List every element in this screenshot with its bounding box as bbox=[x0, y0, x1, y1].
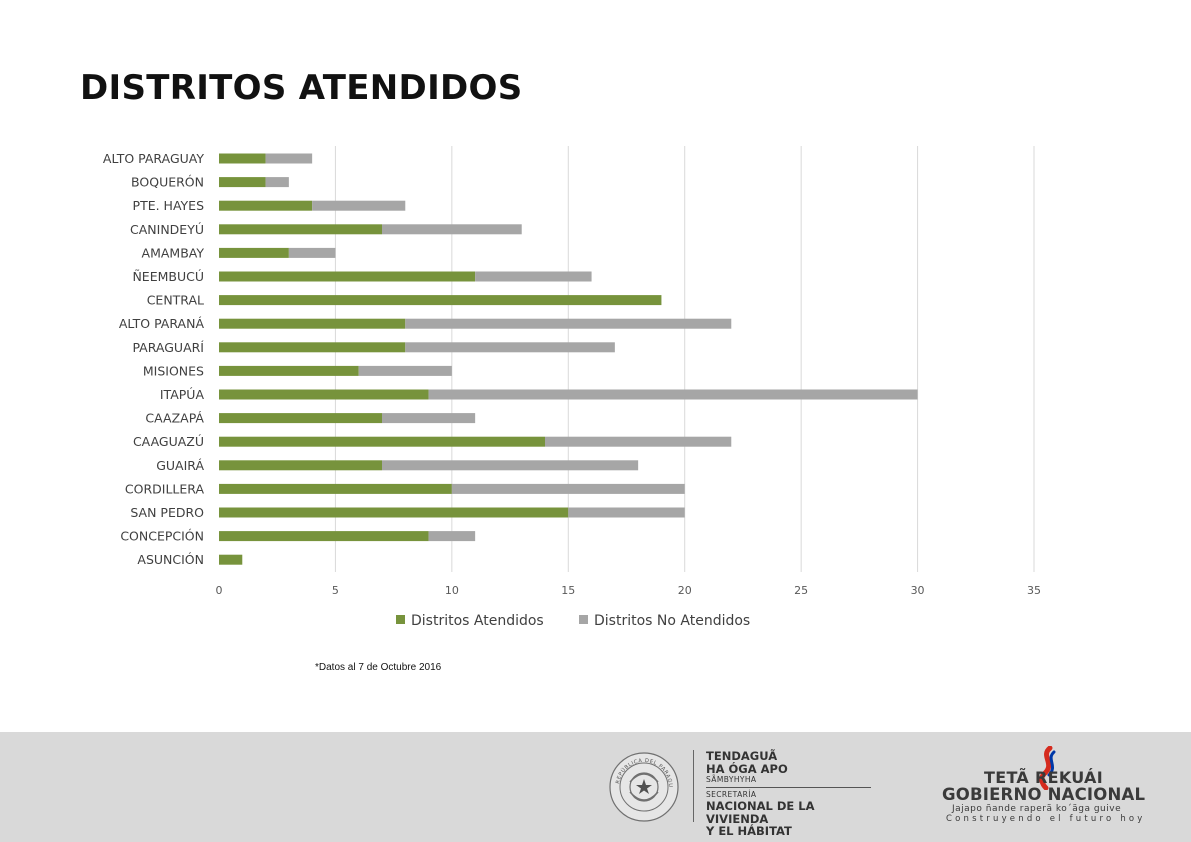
bar-attended bbox=[219, 224, 382, 235]
x-tick-label: 0 bbox=[216, 584, 223, 597]
x-tick-labels: 0 5 10 15 20 25 30 35 bbox=[216, 584, 1042, 597]
category-label: AMAMBAY bbox=[142, 245, 205, 260]
bar-attended bbox=[219, 389, 429, 400]
bars bbox=[219, 153, 918, 565]
bar-attended bbox=[219, 460, 382, 471]
bar-not-attended bbox=[428, 389, 918, 400]
ministry-line-3: SÃMBYHYHA bbox=[706, 775, 757, 784]
flag-swoosh-icon bbox=[1039, 746, 1056, 790]
x-tick-label: 30 bbox=[911, 584, 925, 597]
x-tick-label: 20 bbox=[678, 584, 692, 597]
category-label: ITAPÚA bbox=[160, 387, 205, 402]
bar-attended bbox=[219, 177, 266, 188]
x-tick-label: 10 bbox=[445, 584, 459, 597]
legend-label-not-attended: Distritos No Atendidos bbox=[594, 613, 750, 629]
bar-attended bbox=[219, 318, 406, 329]
x-tick-label: 15 bbox=[561, 584, 575, 597]
category-label: PARAGUARÍ bbox=[132, 340, 204, 355]
category-labels: ALTO PARAGUAY BOQUERÓN PTE. HAYES CANINDEYÚ… bbox=[103, 151, 205, 567]
bar-attended bbox=[219, 247, 289, 258]
grid-lines bbox=[334, 146, 1035, 572]
bar-not-attended bbox=[382, 413, 476, 424]
ministry-line-1: TENDAGUÃ bbox=[706, 749, 778, 763]
footer-divider bbox=[693, 750, 694, 822]
legend-label-attended: Distritos Atendidos bbox=[411, 613, 544, 629]
footer-band bbox=[0, 732, 1191, 842]
x-tick-label: 5 bbox=[332, 584, 339, 597]
government-line-1: TETÃ REKUÁI bbox=[984, 768, 1103, 787]
bar-not-attended bbox=[265, 153, 313, 164]
category-label: BOQUERÓN bbox=[131, 175, 204, 190]
category-label: ALTO PARANÁ bbox=[119, 316, 205, 331]
ministry-rule bbox=[706, 787, 871, 788]
bar-not-attended bbox=[545, 436, 732, 447]
bar-not-attended bbox=[428, 531, 476, 542]
category-label: CONCEPCIÓN bbox=[120, 529, 204, 544]
category-label: SAN PEDRO bbox=[130, 505, 204, 520]
category-label: ASUNCIÓN bbox=[137, 552, 204, 567]
category-label: MISIONES bbox=[143, 363, 204, 378]
bar-attended bbox=[219, 295, 662, 306]
bar-attended bbox=[219, 153, 266, 164]
bar-attended bbox=[219, 531, 429, 542]
x-tick-label: 25 bbox=[794, 584, 808, 597]
bar-attended bbox=[219, 271, 476, 282]
bar-not-attended bbox=[265, 177, 289, 188]
footnote: *Datos al 7 de Octubre 2016 bbox=[315, 662, 442, 673]
bar-not-attended bbox=[312, 200, 406, 211]
ministry-logo: TENDAGUÃ HA ÓGA APO SÃMBYHYHA SECRETARÍA… bbox=[706, 750, 876, 838]
legend-swatch-not-attended bbox=[579, 615, 588, 624]
category-label: CORDILLERA bbox=[125, 481, 205, 496]
government-line-2: GOBIERNO NACIONAL bbox=[942, 785, 1146, 804]
bar-not-attended bbox=[475, 271, 592, 282]
bar-attended bbox=[219, 483, 452, 494]
legend-swatch-attended bbox=[396, 615, 405, 624]
bar-not-attended bbox=[382, 224, 522, 235]
bar-attended bbox=[219, 200, 313, 211]
bar-not-attended bbox=[568, 507, 685, 518]
bar-attended bbox=[219, 507, 569, 518]
chart-legend: Distritos Atendidos Distritos No Atendido… bbox=[396, 613, 750, 629]
bar-not-attended bbox=[451, 483, 685, 494]
bar-attended bbox=[219, 436, 545, 447]
bar-not-attended bbox=[405, 318, 732, 329]
bar-attended bbox=[219, 342, 406, 353]
government-logo: TETÃ REKUÁI GOBIERNO NACIONAL Jajapo ñan… bbox=[940, 746, 1160, 826]
bar-attended bbox=[219, 413, 382, 424]
x-tick-label: 35 bbox=[1027, 584, 1041, 597]
bar-attended bbox=[219, 365, 359, 376]
ministry-line-6: Y EL HÁBITAT bbox=[706, 824, 792, 838]
bar-chart: ALTO PARAGUAY BOQUERÓN PTE. HAYES CANINDEYÚ… bbox=[103, 146, 1042, 629]
category-label: GUAIRÁ bbox=[156, 458, 204, 473]
category-label: CAAGUAZÚ bbox=[133, 434, 204, 449]
bar-not-attended bbox=[288, 247, 336, 258]
government-line-4: Construyendo el futuro hoy bbox=[946, 814, 1146, 824]
ministry-line-5: NACIONAL DE LA VIVIENDA bbox=[706, 799, 815, 826]
government-line-3: Jajapo ñande raperã ko´ãga guive bbox=[952, 804, 1122, 814]
bar-not-attended bbox=[382, 460, 639, 471]
page-title: DISTRITOS ATENDIDOS bbox=[80, 68, 523, 108]
bar-not-attended bbox=[405, 342, 615, 353]
ministry-line-4: SECRETARÍA bbox=[706, 790, 757, 799]
national-seal-icon: REPÚBLICA DEL PARAGUAY bbox=[609, 752, 679, 822]
bar-not-attended bbox=[358, 365, 452, 376]
category-label: CENTRAL bbox=[147, 293, 204, 308]
bar-attended bbox=[219, 554, 243, 565]
category-label: ALTO PARAGUAY bbox=[103, 151, 204, 166]
category-label: ÑEEMBUCÚ bbox=[132, 269, 204, 284]
category-label: CANINDEYÚ bbox=[130, 222, 204, 237]
category-label: PTE. HAYES bbox=[133, 198, 205, 213]
ministry-line-2: HA ÓGA APO bbox=[706, 761, 788, 776]
category-label: CAAZAPÁ bbox=[145, 411, 204, 426]
